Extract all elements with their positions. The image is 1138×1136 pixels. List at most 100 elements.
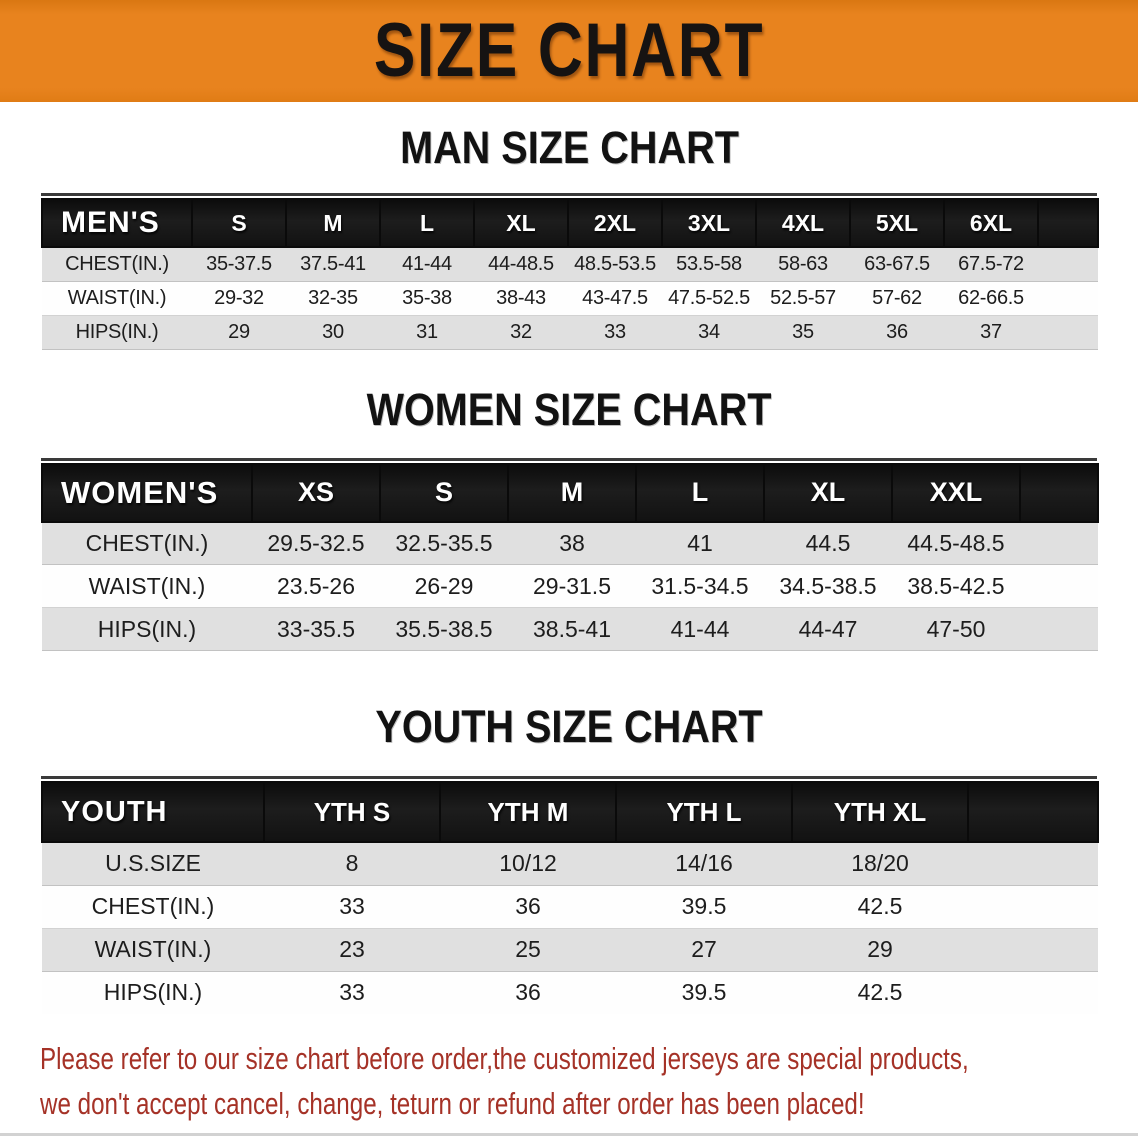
measurement-value: 33 — [568, 314, 662, 350]
measurement-value: 10/12 — [440, 841, 616, 886]
measurement-value: 25 — [440, 927, 616, 972]
measurement-value: 39.5 — [616, 971, 792, 1014]
measurement-value: 23 — [264, 927, 440, 972]
measurement-value: 32-35 — [286, 281, 380, 315]
row-spacer — [968, 885, 1098, 928]
measurement-value: 38-43 — [474, 281, 568, 315]
youth-section-title-text: YOUTH SIZE CHART — [375, 701, 763, 752]
size-column-header: M — [285, 198, 381, 248]
women-table-wrapper: WOMEN'S XS S M L XL XXL CHEST(IN.) 29.5-32.5 32.5… — [41, 457, 1099, 651]
measurement-row: U.S.SIZE 8 10/12 14/16 18/20 — [42, 841, 1098, 886]
measurement-label: WAIST(IN.) — [42, 281, 192, 315]
row-spacer — [1038, 281, 1098, 315]
measurement-value: 41-44 — [380, 246, 474, 282]
measurement-value: 41-44 — [636, 607, 764, 651]
youth-section: YOUTH SIZE CHART YOUTH YTH S YTH M YTH L YTH… — [0, 704, 1138, 1014]
measurement-value: 36 — [850, 314, 944, 350]
measurement-value: 37.5-41 — [286, 246, 380, 282]
size-header-row: WOMEN'S XS S M L XL XXL — [41, 462, 1099, 523]
measurement-value: 32.5-35.5 — [380, 521, 508, 565]
measurement-value: 29-32 — [192, 281, 286, 315]
order-policy-note: Please refer to our size chart before or… — [40, 1036, 1138, 1126]
measurement-value: 31 — [380, 314, 474, 350]
measurement-value: 57-62 — [850, 281, 944, 315]
measurement-label: WAIST(IN.) — [42, 927, 264, 972]
measurement-value: 29-31.5 — [508, 564, 636, 608]
measurement-value: 63-67.5 — [850, 246, 944, 282]
measurement-value: 34 — [662, 314, 756, 350]
header-spacer — [967, 781, 1099, 843]
youth-table-wrapper: YOUTH YTH S YTH M YTH L YTH XL U.S.SIZE 8 10/12… — [41, 776, 1099, 1014]
measurement-value: 36 — [440, 971, 616, 1014]
measurement-value: 44.5 — [764, 521, 892, 565]
measurement-row: HIPS(IN.) 33 36 39.5 42.5 — [42, 971, 1098, 1014]
order-policy-line-2: we don't accept cancel, change, teturn o… — [40, 1086, 865, 1121]
measurement-value: 23.5-26 — [252, 564, 380, 608]
measurement-value: 29 — [192, 314, 286, 350]
measurement-value: 31.5-34.5 — [636, 564, 764, 608]
row-spacer — [1020, 607, 1098, 651]
measurement-value: 47-50 — [892, 607, 1020, 651]
measurement-row: WAIST(IN.) 23.5-26 26-29 29-31.5 31.5-34.5 34… — [42, 564, 1098, 608]
measurement-label: CHEST(IN.) — [42, 885, 264, 928]
measurement-label: HIPS(IN.) — [42, 971, 264, 1014]
measurement-value: 33 — [264, 971, 440, 1014]
size-column-header: XS — [251, 462, 381, 523]
measurement-value: 27 — [616, 927, 792, 972]
measurement-value: 30 — [286, 314, 380, 350]
row-spacer — [1020, 521, 1098, 565]
group-header-label: MEN'S — [41, 198, 193, 248]
measurement-value: 62-66.5 — [944, 281, 1038, 315]
measurement-value: 47.5-52.5 — [662, 281, 756, 315]
size-column-header: YTH M — [439, 781, 617, 843]
women-size-table: WOMEN'S XS S M L XL XXL CHEST(IN.) 29.5-32.5 32.5… — [41, 462, 1099, 651]
order-policy-line-1: Please refer to our size chart before or… — [40, 1041, 969, 1076]
measurement-value: 48.5-53.5 — [568, 246, 662, 282]
measurement-value: 32 — [474, 314, 568, 350]
size-column-header: XXL — [891, 462, 1021, 523]
measurement-value: 26-29 — [380, 564, 508, 608]
men-section-title: MAN SIZE CHART — [0, 125, 1138, 170]
size-column-header: 4XL — [755, 198, 851, 248]
size-header-row: YOUTH YTH S YTH M YTH L YTH XL — [41, 781, 1099, 843]
measurement-value: 58-63 — [756, 246, 850, 282]
measurement-label: CHEST(IN.) — [42, 246, 192, 282]
measurement-value: 18/20 — [792, 841, 968, 886]
men-section: MAN SIZE CHART MEN'S S M L XL 2XL 3XL 4XL 5XL 6XL… — [0, 125, 1138, 350]
size-column-header: S — [191, 198, 287, 248]
measurement-value: 38 — [508, 521, 636, 565]
measurement-value: 67.5-72 — [944, 246, 1038, 282]
measurement-row: CHEST(IN.) 29.5-32.5 32.5-35.5 38 41 44.5 44.5… — [42, 521, 1098, 565]
row-spacer — [968, 927, 1098, 972]
measurement-label: U.S.SIZE — [42, 841, 264, 886]
measurement-label: WAIST(IN.) — [42, 564, 252, 608]
size-column-header: XL — [763, 462, 893, 523]
measurement-value: 42.5 — [792, 971, 968, 1014]
row-spacer — [1038, 314, 1098, 350]
measurement-value: 39.5 — [616, 885, 792, 928]
measurement-value: 8 — [264, 841, 440, 886]
measurement-value: 41 — [636, 521, 764, 565]
row-spacer — [968, 841, 1098, 886]
size-column-header: S — [379, 462, 509, 523]
measurement-value: 35.5-38.5 — [380, 607, 508, 651]
measurement-value: 14/16 — [616, 841, 792, 886]
measurement-label: CHEST(IN.) — [42, 521, 252, 565]
measurement-value: 38.5-42.5 — [892, 564, 1020, 608]
size-column-header: 2XL — [567, 198, 663, 248]
men-section-title-text: MAN SIZE CHART — [399, 122, 739, 173]
women-section-title: WOMEN SIZE CHART — [0, 387, 1138, 432]
women-section-title-text: WOMEN SIZE CHART — [366, 383, 772, 435]
measurement-label: HIPS(IN.) — [42, 607, 252, 651]
size-column-header: XL — [473, 198, 569, 248]
youth-size-table: YOUTH YTH S YTH M YTH L YTH XL U.S.SIZE 8 10/12… — [41, 781, 1099, 1014]
size-column-header: 5XL — [849, 198, 945, 248]
size-chart-banner: SIZE CHART — [0, 0, 1138, 102]
measurement-value: 34.5-38.5 — [764, 564, 892, 608]
measurement-row: CHEST(IN.) 35-37.5 37.5-41 41-44 44-48.5 48.5… — [42, 246, 1098, 282]
men-size-table: MEN'S S M L XL 2XL 3XL 4XL 5XL 6XL CHEST(IN.) 35-37… — [41, 198, 1099, 350]
measurement-row: WAIST(IN.) 29-32 32-35 35-38 38-43 43-47.5 47.… — [42, 281, 1098, 315]
size-column-header: YTH S — [263, 781, 441, 843]
row-spacer — [968, 971, 1098, 1014]
row-spacer — [1020, 564, 1098, 608]
